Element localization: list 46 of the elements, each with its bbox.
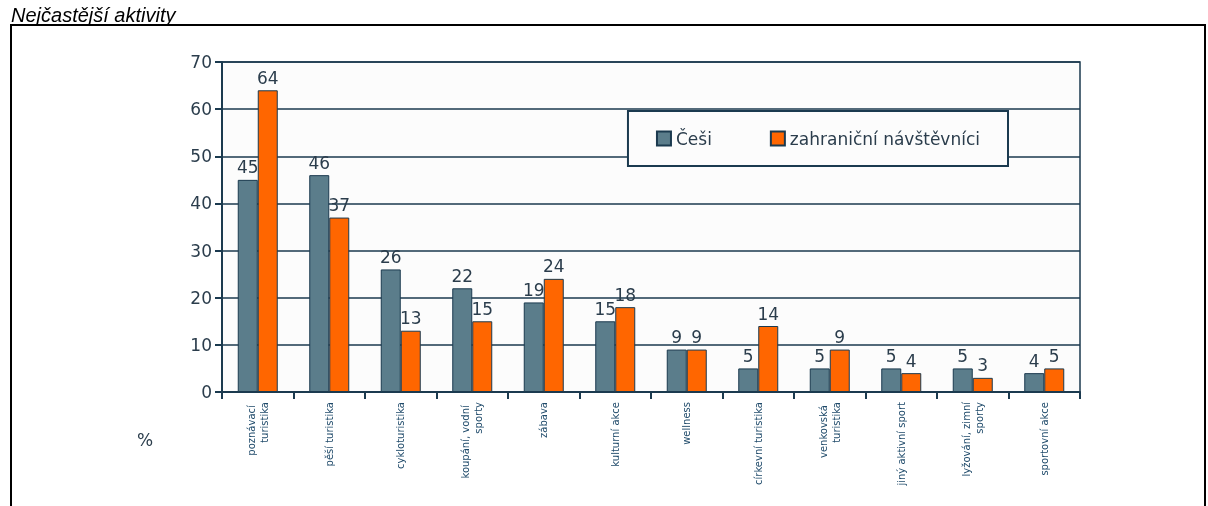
data-label: 45 bbox=[236, 157, 259, 178]
y-tick-label: 30 bbox=[190, 240, 212, 261]
x-tick-label: sportovní akce bbox=[1038, 402, 1050, 476]
y-tick-label: 10 bbox=[190, 334, 212, 355]
y-tick-label: 20 bbox=[190, 287, 212, 308]
x-tick-label: pěší turistika bbox=[323, 402, 335, 467]
x-tick-label: jiný aktivní sport bbox=[895, 401, 907, 487]
data-label: 13 bbox=[399, 308, 422, 329]
data-label: 5 bbox=[957, 345, 969, 366]
y-tick-label: 40 bbox=[190, 193, 212, 214]
data-label: 9 bbox=[671, 327, 683, 348]
data-label: 5 bbox=[885, 345, 897, 366]
y-tick-label: 50 bbox=[190, 146, 212, 167]
x-tick-label: venkovská turistika bbox=[817, 402, 842, 459]
data-label: 3 bbox=[977, 355, 989, 376]
data-label: 46 bbox=[308, 152, 331, 173]
data-label: 4 bbox=[1028, 350, 1040, 371]
data-label: 9 bbox=[691, 327, 703, 348]
data-label: 5 bbox=[1048, 345, 1060, 366]
data-label: 19 bbox=[522, 279, 545, 300]
x-tick-label: wellness bbox=[681, 402, 693, 445]
data-label: 9 bbox=[834, 327, 846, 348]
data-label: 26 bbox=[379, 246, 402, 267]
data-label: 64 bbox=[256, 67, 279, 88]
x-tick-label: lyžování, zimní sporty bbox=[960, 400, 985, 477]
y-axis-title: % bbox=[137, 429, 154, 450]
x-tick-label: cykloturistika bbox=[395, 402, 407, 469]
data-label: 24 bbox=[542, 256, 565, 277]
y-tick-label: 0 bbox=[201, 382, 212, 402]
chart-title: Nejčastější aktivity bbox=[11, 4, 177, 26]
y-tick-label: 60 bbox=[190, 99, 212, 120]
data-label: 22 bbox=[451, 265, 474, 286]
data-label: 4 bbox=[905, 350, 917, 371]
x-tick-label: kulturní akce bbox=[609, 402, 621, 467]
x-tick-label: zábava bbox=[538, 402, 550, 438]
legend-label: zahraniční návštěvníci bbox=[789, 128, 981, 149]
legend-label: Češi bbox=[675, 127, 712, 149]
x-tick-label: církevní turistika bbox=[752, 402, 764, 485]
y-tick-label: 70 bbox=[190, 52, 212, 72]
x-tick-label: koupání, vodní sporty bbox=[460, 401, 485, 479]
data-label: 15 bbox=[594, 298, 617, 319]
data-label: 5 bbox=[742, 345, 754, 366]
data-label: 5 bbox=[814, 345, 826, 366]
x-tick-label: poznávací turistika bbox=[245, 402, 270, 456]
data-label: 15 bbox=[471, 298, 494, 319]
data-label: 14 bbox=[757, 303, 780, 324]
